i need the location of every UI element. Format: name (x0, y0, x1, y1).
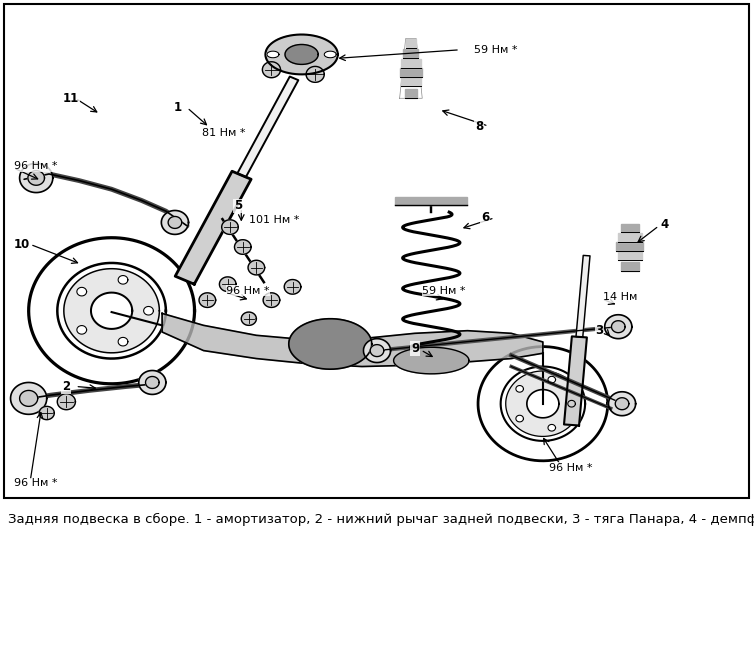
Polygon shape (403, 49, 418, 58)
Text: 8: 8 (475, 120, 483, 133)
Polygon shape (618, 233, 642, 242)
Polygon shape (28, 171, 44, 185)
Text: 96 Нм *: 96 Нм * (549, 463, 593, 473)
Polygon shape (162, 313, 543, 367)
Polygon shape (248, 260, 265, 275)
Text: 10: 10 (14, 238, 30, 251)
Text: 59 Нм *: 59 Нм * (422, 286, 466, 296)
Polygon shape (608, 392, 636, 416)
Polygon shape (57, 394, 75, 410)
Polygon shape (616, 242, 643, 251)
Polygon shape (568, 400, 575, 407)
Polygon shape (400, 68, 422, 77)
Polygon shape (401, 59, 421, 68)
Polygon shape (285, 44, 318, 64)
Text: 14 Нм: 14 Нм (603, 292, 638, 303)
Polygon shape (401, 77, 421, 86)
Polygon shape (199, 293, 216, 307)
Polygon shape (265, 35, 338, 74)
Polygon shape (11, 382, 47, 414)
Polygon shape (576, 256, 590, 337)
Text: 96 Нм *: 96 Нм * (14, 478, 57, 489)
Text: 6: 6 (481, 211, 489, 224)
Text: Задняя подвеска в сборе. 1 - амортизатор, 2 - нижний рычаг задней подвески, 3 - : Задняя подвеска в сборе. 1 - амортизатор… (8, 513, 754, 526)
Polygon shape (39, 406, 54, 420)
Text: 9: 9 (411, 342, 419, 355)
Polygon shape (267, 51, 279, 58)
Polygon shape (516, 386, 523, 392)
Polygon shape (324, 51, 336, 58)
Polygon shape (91, 293, 132, 329)
Polygon shape (161, 210, 188, 234)
Bar (4, 4, 749, 498)
Text: 2: 2 (62, 380, 70, 393)
Polygon shape (238, 76, 299, 177)
Text: 4: 4 (661, 218, 669, 231)
Polygon shape (64, 269, 159, 353)
Polygon shape (20, 390, 38, 406)
Polygon shape (262, 62, 280, 78)
Polygon shape (564, 337, 587, 426)
Polygon shape (234, 240, 251, 254)
Polygon shape (506, 371, 580, 436)
Polygon shape (621, 224, 639, 232)
Polygon shape (395, 197, 467, 205)
Polygon shape (263, 293, 280, 307)
Polygon shape (394, 347, 469, 374)
Polygon shape (241, 312, 256, 325)
Polygon shape (516, 415, 523, 422)
Polygon shape (118, 337, 128, 346)
Text: 1: 1 (173, 101, 182, 114)
Text: 96 Нм *: 96 Нм * (226, 286, 270, 296)
Polygon shape (621, 262, 639, 271)
Polygon shape (175, 171, 251, 284)
Polygon shape (284, 280, 301, 294)
Polygon shape (77, 325, 87, 334)
Polygon shape (611, 321, 625, 333)
Polygon shape (139, 371, 166, 394)
Text: 11: 11 (63, 92, 79, 105)
Polygon shape (289, 319, 372, 369)
Polygon shape (618, 252, 642, 260)
Text: 96 Нм *: 96 Нм * (14, 161, 57, 171)
Polygon shape (306, 66, 324, 82)
Text: 3: 3 (596, 324, 604, 337)
Polygon shape (118, 276, 128, 284)
Polygon shape (143, 307, 153, 315)
Polygon shape (77, 288, 87, 296)
Polygon shape (219, 277, 236, 291)
Text: 59 Нм *: 59 Нм * (474, 44, 517, 55)
Polygon shape (605, 315, 632, 339)
Polygon shape (370, 345, 384, 357)
Polygon shape (146, 376, 159, 388)
Polygon shape (168, 216, 182, 228)
Text: 5: 5 (234, 199, 242, 212)
Polygon shape (363, 339, 391, 363)
Text: 101 Нм *: 101 Нм * (249, 215, 299, 226)
Polygon shape (406, 39, 416, 48)
Polygon shape (548, 424, 556, 431)
Polygon shape (548, 376, 556, 383)
Polygon shape (20, 163, 53, 193)
Text: 81 Нм *: 81 Нм * (202, 127, 246, 138)
Polygon shape (615, 398, 629, 410)
Polygon shape (405, 89, 417, 98)
Polygon shape (222, 220, 238, 234)
Polygon shape (527, 390, 559, 418)
